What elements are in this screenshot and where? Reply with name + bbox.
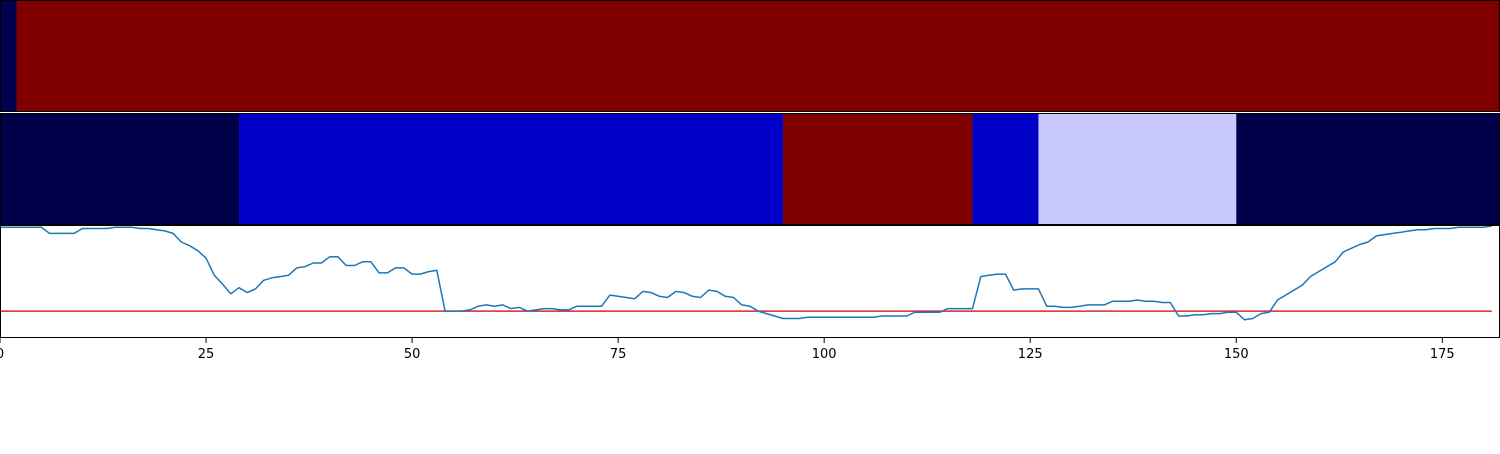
heatmap-2-cell-1 — [239, 114, 783, 224]
heatmap-1-cell-0 — [0, 1, 17, 111]
x-tick-label: 75 — [610, 347, 627, 362]
heatmap-top — [0, 1, 1500, 111]
heatmap-1-cell-1 — [16, 1, 1500, 111]
x-tick-label: 175 — [1430, 347, 1455, 362]
heatmap-2-cell-4 — [1038, 114, 1237, 224]
x-tick-label: 25 — [198, 347, 215, 362]
series-line-0 — [0, 225, 1492, 321]
heatmap-2-cell-5 — [1236, 114, 1500, 224]
x-tick-label: 0 — [0, 347, 4, 362]
x-axis: 0 25 50 75 100 125 150 175 — [0, 338, 1455, 362]
heatmap-2-cell-3 — [972, 114, 1039, 224]
x-tick-label: 150 — [1224, 347, 1249, 362]
line-plot-frame — [0, 225, 1500, 338]
heatmap-middle — [0, 114, 1500, 224]
line-plot — [0, 225, 1492, 321]
x-tick-label: 100 — [812, 347, 837, 362]
heatmap-2-cell-2 — [782, 114, 973, 224]
x-tick-label: 50 — [404, 347, 421, 362]
x-tick-label: 125 — [1018, 347, 1043, 362]
heatmap-2-cell-0 — [0, 114, 240, 224]
